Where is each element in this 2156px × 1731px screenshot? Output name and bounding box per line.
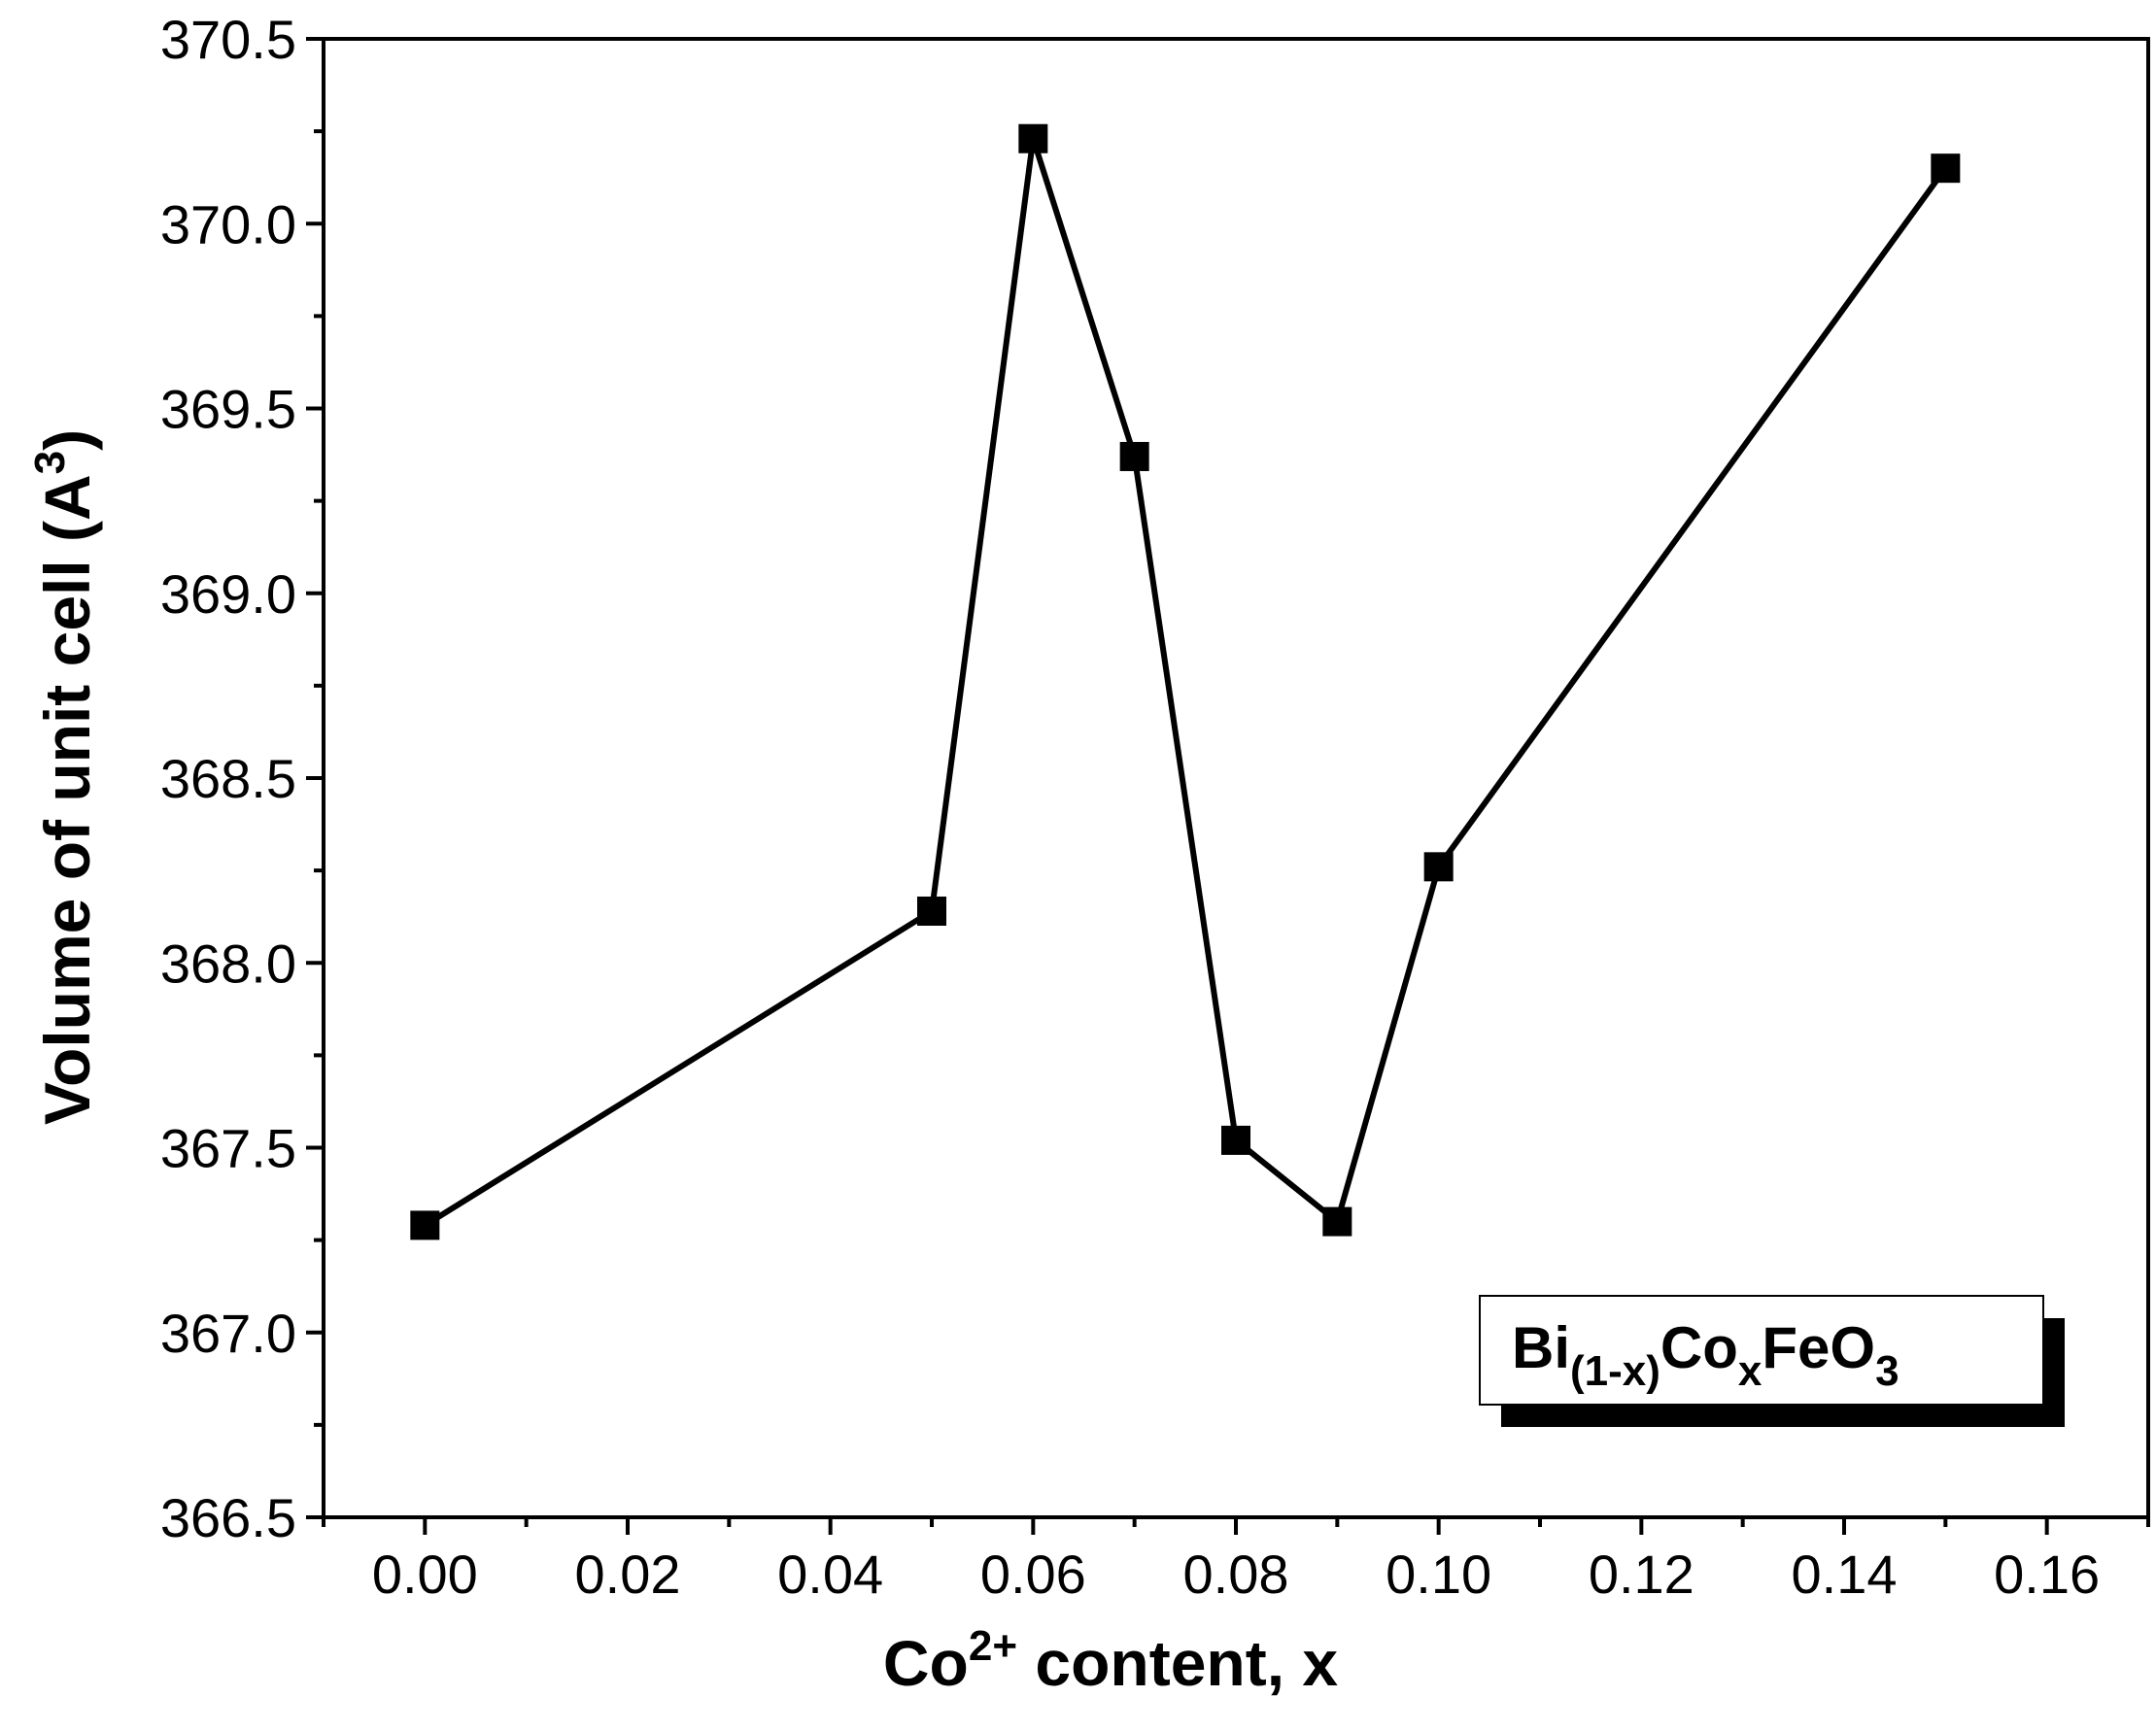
x-tick-label: 0.02	[575, 1544, 681, 1605]
y-tick-label: 369.5	[160, 379, 296, 440]
y-tick-label: 367.0	[160, 1303, 296, 1364]
y-tick-label: 368.0	[160, 933, 296, 994]
data-point	[1221, 1125, 1250, 1155]
x-tick-label: 0.06	[980, 1544, 1086, 1605]
data-markers	[410, 123, 1961, 1240]
x-tick-label: 0.10	[1386, 1544, 1491, 1605]
data-point	[1119, 441, 1149, 471]
x-tick-label: 0.12	[1589, 1544, 1694, 1605]
series-line	[423, 137, 1948, 1228]
data-point	[1018, 123, 1048, 153]
x-axis: 0.00 0.02 0.04 0.06 0.08 0.10 0.12 0.14 0.16	[322, 1517, 2150, 1605]
data-point	[1423, 852, 1454, 882]
legend-frame	[1479, 1295, 2044, 1406]
data-point	[1931, 153, 1961, 184]
y-axis-title: Volume of unit cell (A3)	[26, 429, 103, 1125]
y-tick-label: 369.0	[160, 563, 296, 625]
y-tick-label: 370.5	[160, 9, 296, 70]
x-tick-label: 0.16	[1994, 1544, 2100, 1605]
y-tick-label: 367.5	[160, 1118, 296, 1179]
x-axis-title: Co2+ content, x	[883, 1622, 1338, 1699]
data-point	[410, 1210, 440, 1240]
x-tick-label: 0.14	[1792, 1544, 1898, 1605]
data-point	[917, 896, 946, 926]
y-tick-label: 370.0	[160, 193, 296, 255]
legend-label: Bi(1-x)CoxFeO3	[1512, 1315, 1899, 1395]
data-point	[1322, 1206, 1352, 1237]
y-tick-label: 366.5	[160, 1487, 296, 1548]
x-tick-label: 0.08	[1183, 1544, 1289, 1605]
x-tick-label: 0.00	[372, 1544, 478, 1605]
y-axis: 366.5 367.0 367.5 368.0 368.5 369.0 369.5 370.0…	[160, 9, 324, 1548]
y-tick-label: 368.5	[160, 748, 296, 809]
x-tick-label: 0.04	[777, 1544, 883, 1605]
legend-box: Bi(1-x)CoxFeO3	[1479, 1295, 2065, 1427]
